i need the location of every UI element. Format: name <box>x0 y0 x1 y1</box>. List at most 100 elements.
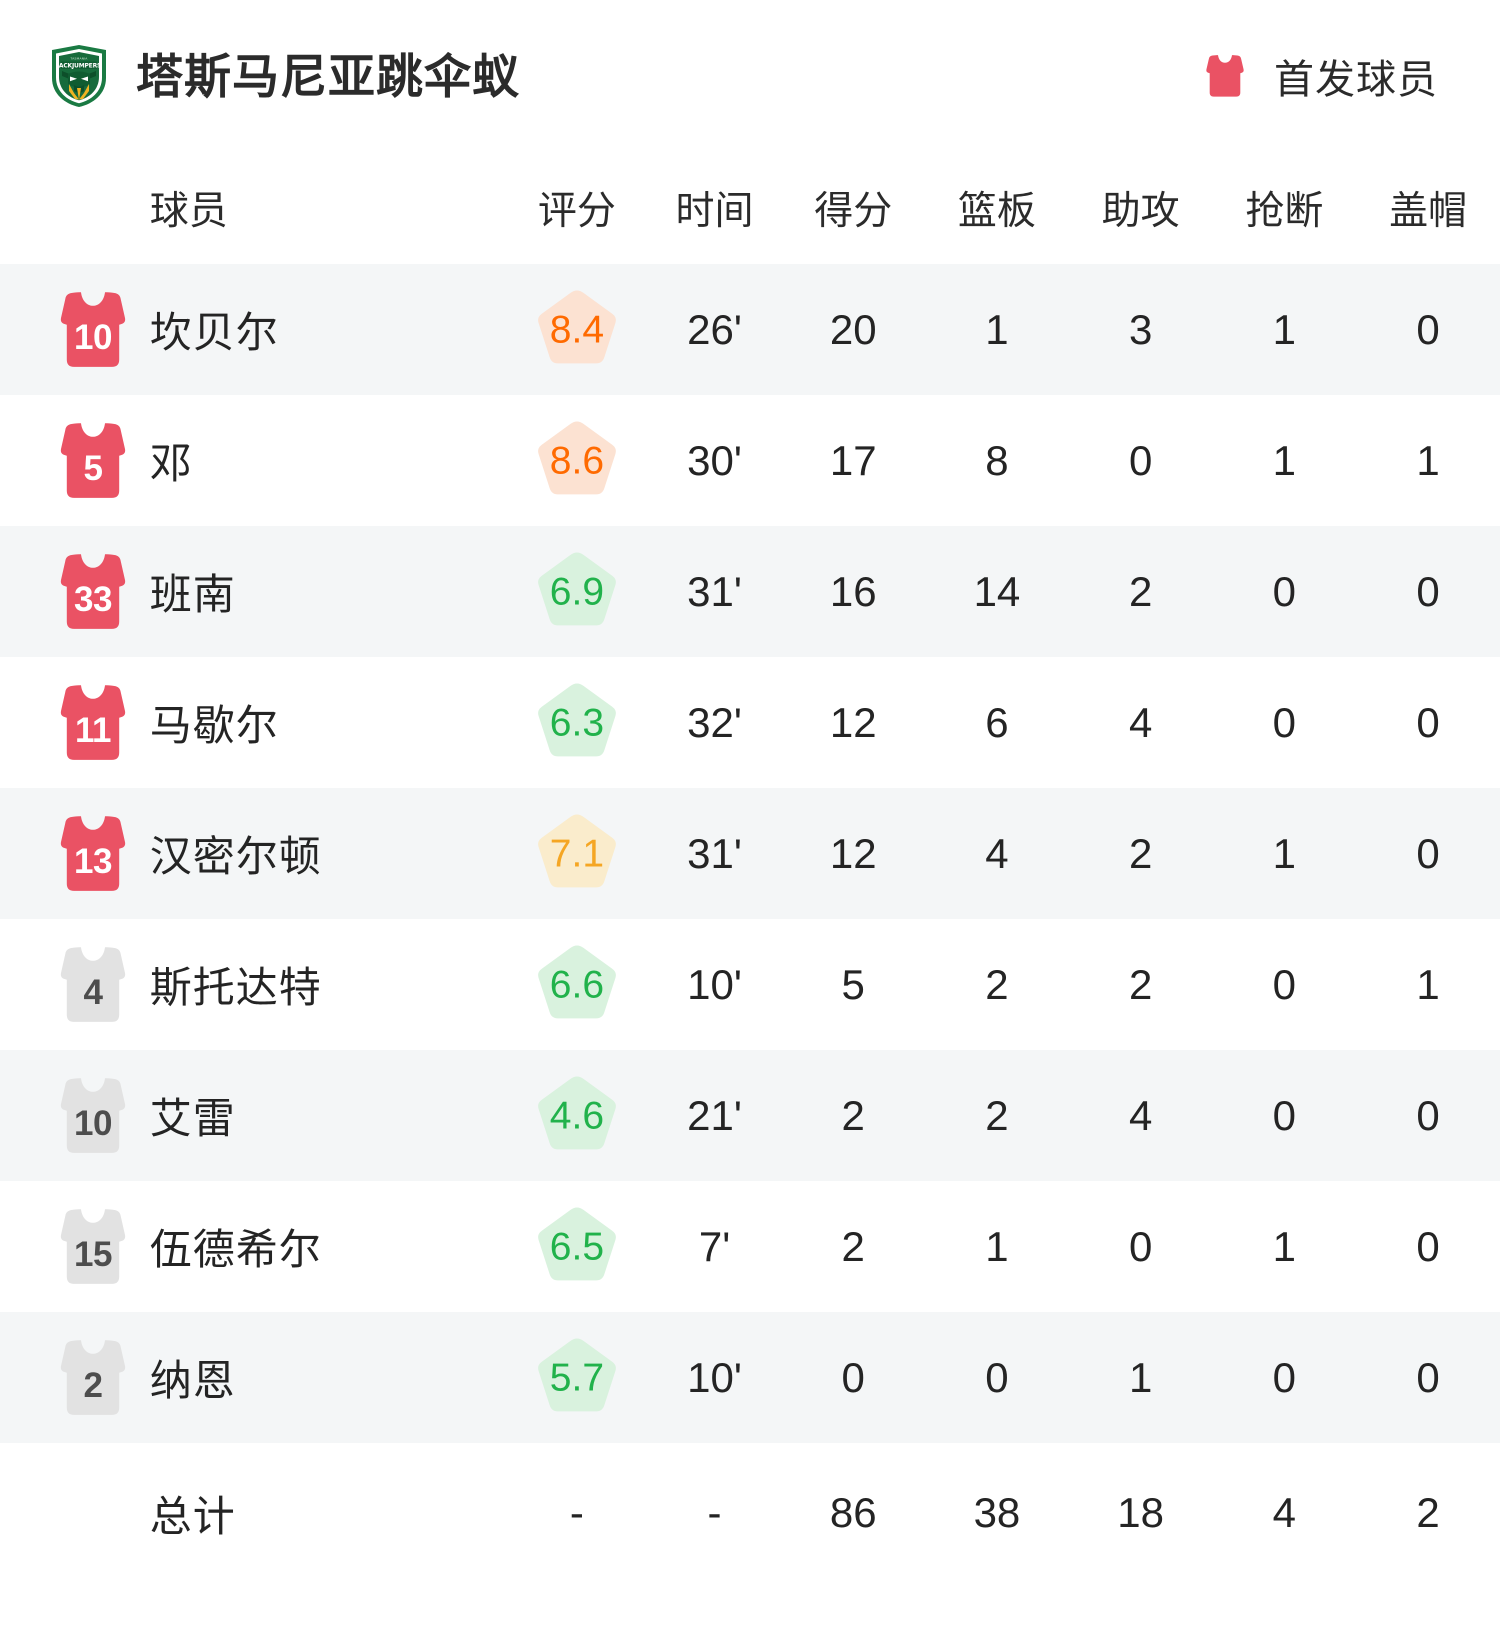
column-header-blocks[interactable]: 盖帽 <box>1389 190 1468 233</box>
player-blocks: 0 <box>1416 305 1440 353</box>
table-body: 10 坎贝尔 8.4 26' 20 1 3 1 0 5 邓 8.6 30' 17 8 0 1 1 33 班南 6.9 31… <box>0 264 1500 1443</box>
jersey-number: 10 <box>74 1103 112 1143</box>
totals-rating: - <box>569 1489 584 1536</box>
table-row[interactable]: 15 伍德希尔 6.5 7' 2 1 0 1 0 <box>0 1181 1500 1312</box>
table-footer: 总计 - - 86 38 18 4 2 <box>0 1443 1500 1583</box>
column-header-assists[interactable]: 助攻 <box>1101 190 1180 233</box>
player-rating-cell: 8.6 <box>506 395 648 526</box>
table-row[interactable]: 10 艾雷 4.6 21' 2 2 4 0 0 <box>0 1050 1500 1181</box>
player-steals: 0 <box>1272 567 1297 615</box>
rating-badge: 6.9 <box>531 548 623 636</box>
player-points: 20 <box>829 305 877 353</box>
totals-row: 总计 - - 86 38 18 4 2 <box>0 1443 1500 1583</box>
player-rebounds: 0 <box>985 1353 1009 1401</box>
player-jersey-cell: 2 <box>0 1312 150 1443</box>
totals-minutes: - <box>707 1489 722 1536</box>
player-points: 2 <box>841 1091 865 1139</box>
player-minutes: 10' <box>687 1353 742 1401</box>
player-name[interactable]: 马歇尔 <box>149 702 279 749</box>
jersey-number: 10 <box>74 317 112 357</box>
svg-text:JACKJUMPERS: JACKJUMPERS <box>56 62 101 69</box>
jersey-icon: 15 <box>54 1207 132 1287</box>
player-assists: 1 <box>1128 1353 1153 1401</box>
totals-blocks: 2 <box>1416 1489 1440 1536</box>
svg-text:TASMANIA: TASMANIA <box>70 56 89 60</box>
table-row[interactable]: 4 斯托达特 6.6 10' 5 2 2 0 1 <box>0 919 1500 1050</box>
player-rebounds: 6 <box>985 698 1009 746</box>
jersey-icon <box>1202 54 1248 98</box>
player-minutes: 7' <box>698 1222 731 1270</box>
column-header-jersey <box>0 152 150 264</box>
player-name[interactable]: 汉密尔顿 <box>149 833 322 880</box>
player-jersey-cell: 15 <box>0 1181 150 1312</box>
player-assists: 4 <box>1128 698 1153 746</box>
player-rebounds: 1 <box>985 1222 1009 1270</box>
jersey-number: 2 <box>83 1365 103 1405</box>
player-blocks: 1 <box>1416 960 1440 1008</box>
player-name[interactable]: 邓 <box>149 440 193 487</box>
table-row[interactable]: 2 纳恩 5.7 10' 0 0 1 0 0 <box>0 1312 1500 1443</box>
totals-points: 86 <box>829 1489 877 1536</box>
player-points: 5 <box>841 960 865 1008</box>
player-name[interactable]: 伍德希尔 <box>149 1226 322 1273</box>
player-name[interactable]: 艾雷 <box>149 1095 236 1142</box>
jersey-icon: 33 <box>54 552 132 632</box>
player-rebounds: 1 <box>985 305 1009 353</box>
rating-value: 4.6 <box>549 1094 605 1137</box>
player-rebounds: 8 <box>985 436 1009 484</box>
table-row[interactable]: 13 汉密尔顿 7.1 31' 12 4 2 1 0 <box>0 788 1500 919</box>
column-header-rating[interactable]: 评分 <box>537 190 616 233</box>
column-header-rebounds[interactable]: 篮板 <box>957 190 1036 233</box>
rating-value: 6.5 <box>549 1225 605 1268</box>
player-jersey-cell: 33 <box>0 526 150 657</box>
table-row[interactable]: 33 班南 6.9 31' 16 14 2 0 0 <box>0 526 1500 657</box>
totals-assists: 18 <box>1117 1489 1164 1536</box>
team-block[interactable]: JACKJUMPERS TASMANIA 塔斯马尼亚跳伞蚁 <box>48 44 520 108</box>
player-minutes: 31' <box>687 567 742 615</box>
rating-value: 8.6 <box>549 439 605 482</box>
player-blocks: 1 <box>1416 436 1440 484</box>
boxscore-table: 球员 评分 时间 得分 篮板 助攻 抢断 盖帽 10 坎贝尔 8.4 26' 20 1 3 1… <box>0 152 1500 1583</box>
rating-badge: 6.3 <box>531 679 623 767</box>
jersey-number: 13 <box>74 841 112 881</box>
table-row[interactable]: 11 马歇尔 6.3 32' 12 6 4 0 0 <box>0 657 1500 788</box>
player-points: 12 <box>829 698 877 746</box>
player-name[interactable]: 坎贝尔 <box>149 309 279 356</box>
rating-value: 7.1 <box>549 832 605 875</box>
player-rebounds: 2 <box>985 1091 1009 1139</box>
column-header-steals[interactable]: 抢断 <box>1245 190 1324 233</box>
player-steals: 1 <box>1272 305 1297 353</box>
starters-legend-label: 首发球员 <box>1274 58 1438 102</box>
player-jersey-cell: 4 <box>0 919 150 1050</box>
player-rebounds: 2 <box>985 960 1009 1008</box>
rating-badge: 5.7 <box>531 1334 623 1422</box>
player-steals: 1 <box>1272 829 1297 877</box>
player-blocks: 0 <box>1416 1353 1440 1401</box>
jackjumpers-shield-logo-icon: JACKJUMPERS TASMANIA <box>48 44 110 108</box>
column-header-player[interactable]: 球员 <box>149 190 228 233</box>
player-rating-cell: 8.4 <box>506 264 648 395</box>
team-name: 塔斯马尼亚跳伞蚁 <box>136 49 520 103</box>
rating-badge: 4.6 <box>531 1072 623 1160</box>
player-rating-cell: 6.5 <box>506 1181 648 1312</box>
player-rating-cell: 6.6 <box>506 919 648 1050</box>
player-assists: 4 <box>1128 1091 1153 1139</box>
player-steals: 0 <box>1272 960 1297 1008</box>
player-points: 2 <box>841 1222 865 1270</box>
rating-badge: 6.5 <box>531 1203 623 1291</box>
player-blocks: 0 <box>1416 1222 1440 1270</box>
player-name[interactable]: 斯托达特 <box>149 964 322 1011</box>
player-assists: 3 <box>1128 305 1153 353</box>
table-row[interactable]: 10 坎贝尔 8.4 26' 20 1 3 1 0 <box>0 264 1500 395</box>
column-header-points[interactable]: 得分 <box>814 190 893 233</box>
player-name[interactable]: 纳恩 <box>149 1357 236 1404</box>
table-row[interactable]: 5 邓 8.6 30' 17 8 0 1 1 <box>0 395 1500 526</box>
player-steals: 0 <box>1272 1353 1297 1401</box>
jersey-icon: 10 <box>54 1076 132 1156</box>
column-header-minutes[interactable]: 时间 <box>675 190 754 233</box>
player-steals: 0 <box>1272 1091 1297 1139</box>
player-rating-cell: 6.9 <box>506 526 648 657</box>
player-steals: 0 <box>1272 698 1297 746</box>
player-name[interactable]: 班南 <box>149 571 236 618</box>
player-steals: 1 <box>1272 1222 1297 1270</box>
